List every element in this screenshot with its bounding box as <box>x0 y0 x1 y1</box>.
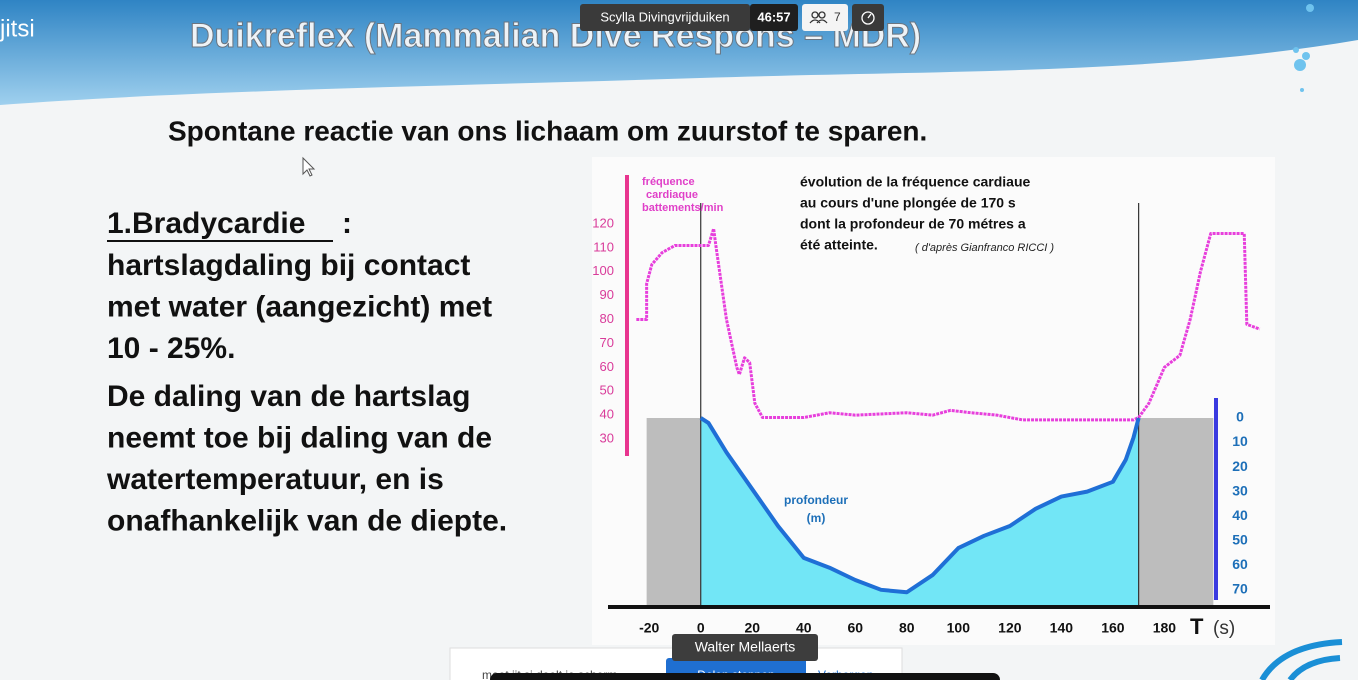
y-tick-label: 40 <box>600 407 614 422</box>
participants-icon <box>809 11 828 24</box>
timer: 46:57 <box>757 9 790 24</box>
annotation: évolution de la fréquence cardiaue <box>800 174 1031 190</box>
heading-suffix: : <box>342 207 352 240</box>
brand: jitsi <box>0 15 35 42</box>
x-tick-label: 0 <box>697 620 705 636</box>
slide-body: hartslagdaling bij contact met water (aan… <box>106 249 507 538</box>
y-tick-label: 30 <box>600 430 614 445</box>
x-tick-label: 60 <box>847 620 863 636</box>
y2-tick-label: 60 <box>1232 556 1248 572</box>
y-tick-label: 80 <box>600 311 614 326</box>
participant-count: 7 <box>834 10 841 24</box>
slide-line: neemt toe bij daling van de <box>107 421 492 454</box>
x-tick-label: 160 <box>1101 620 1125 636</box>
heart-rate-line <box>636 227 1261 422</box>
y2-tick-label: 0 <box>1236 409 1244 425</box>
chart: -20 0 20 40 60 80 100 120 140 160 180 T (s)304050607… <box>592 174 1270 639</box>
slide-line: onafhankelijk van de diepte. <box>107 504 507 537</box>
x-tick-label: 120 <box>998 620 1022 636</box>
y2-tick-label: 20 <box>1232 458 1248 474</box>
y-axis-label: fréquence <box>642 176 695 188</box>
meeting-name: Scylla Divingvrijduiken <box>600 9 729 24</box>
banner <box>0 0 1358 105</box>
slide-line: 10 - 25%. <box>107 332 235 365</box>
y2-tick-label: 10 <box>1232 433 1248 449</box>
timer-box <box>750 4 798 31</box>
surface-region <box>646 418 701 607</box>
x-tick-label: 80 <box>899 620 915 636</box>
surface-region <box>1138 418 1214 607</box>
y2-tick-label: 50 <box>1232 531 1248 547</box>
y-tick-label: 60 <box>600 359 614 374</box>
source: ( d'après Gianfranco RICCI ) <box>915 242 1054 254</box>
y-tick-label: 70 <box>600 335 614 350</box>
annotation: dont la profondeur de 70 métres a <box>800 216 1026 232</box>
x-axis-label: T <box>1190 614 1204 639</box>
y2-tick-label: 30 <box>1232 482 1248 498</box>
y2-tick-label: 40 <box>1232 507 1248 523</box>
depth-line <box>699 416 1141 595</box>
x-tick-label: -20 <box>639 620 659 636</box>
y-tick-label: 90 <box>600 287 614 302</box>
annotation: au cours d'une plongée de 170 s <box>800 195 1016 211</box>
y-axis-label: battements/min <box>642 202 724 214</box>
x-tick-label: 20 <box>744 620 760 636</box>
y-tick-label: 50 <box>600 383 614 398</box>
slide-subtitle: Spontane reactie van ons lichaam om zuur… <box>168 115 927 146</box>
x-tick-label: 180 <box>1153 620 1177 636</box>
toolbar-edge <box>490 673 1000 680</box>
speaker-name: Walter Mellaerts <box>695 639 796 655</box>
slide-line: met water (aangezicht) met <box>107 290 492 323</box>
x-tick-label: 40 <box>796 620 812 636</box>
slide-line: hartslagdaling bij contact <box>107 249 470 282</box>
slide-line: De daling van de hartslag <box>107 380 470 413</box>
y-tick-label: 110 <box>593 239 614 254</box>
y-axis-label: cardiaque <box>646 189 698 201</box>
y2-axis-label: (m) <box>807 511 826 525</box>
y-tick-label: 120 <box>592 215 614 230</box>
participants-button[interactable] <box>802 4 848 31</box>
x-axis-unit: (s) <box>1213 618 1235 639</box>
mouse-cursor <box>302 156 316 177</box>
speaker-label-box <box>672 634 818 661</box>
speaker-stats-icon <box>861 11 875 25</box>
bubbles <box>1293 4 1314 92</box>
depth-area <box>700 418 1139 607</box>
x-tick-label: 100 <box>947 620 971 636</box>
logo-partial <box>1259 639 1343 680</box>
y2-tick-label: 70 <box>1232 581 1248 597</box>
slide-heading: 1.Bradycardie <box>107 207 305 240</box>
annotation: été atteinte. <box>800 237 878 253</box>
slide-title: Duikreflex (Mammalian Dive Respons – MDR… <box>190 17 921 55</box>
meeting-name-box <box>580 4 750 31</box>
y-tick-label: 100 <box>592 263 614 278</box>
x-tick-label: 140 <box>1050 620 1074 636</box>
slide-line: watertemperatuur, en is <box>106 463 444 496</box>
y2-axis-label: profondeur <box>784 493 848 507</box>
